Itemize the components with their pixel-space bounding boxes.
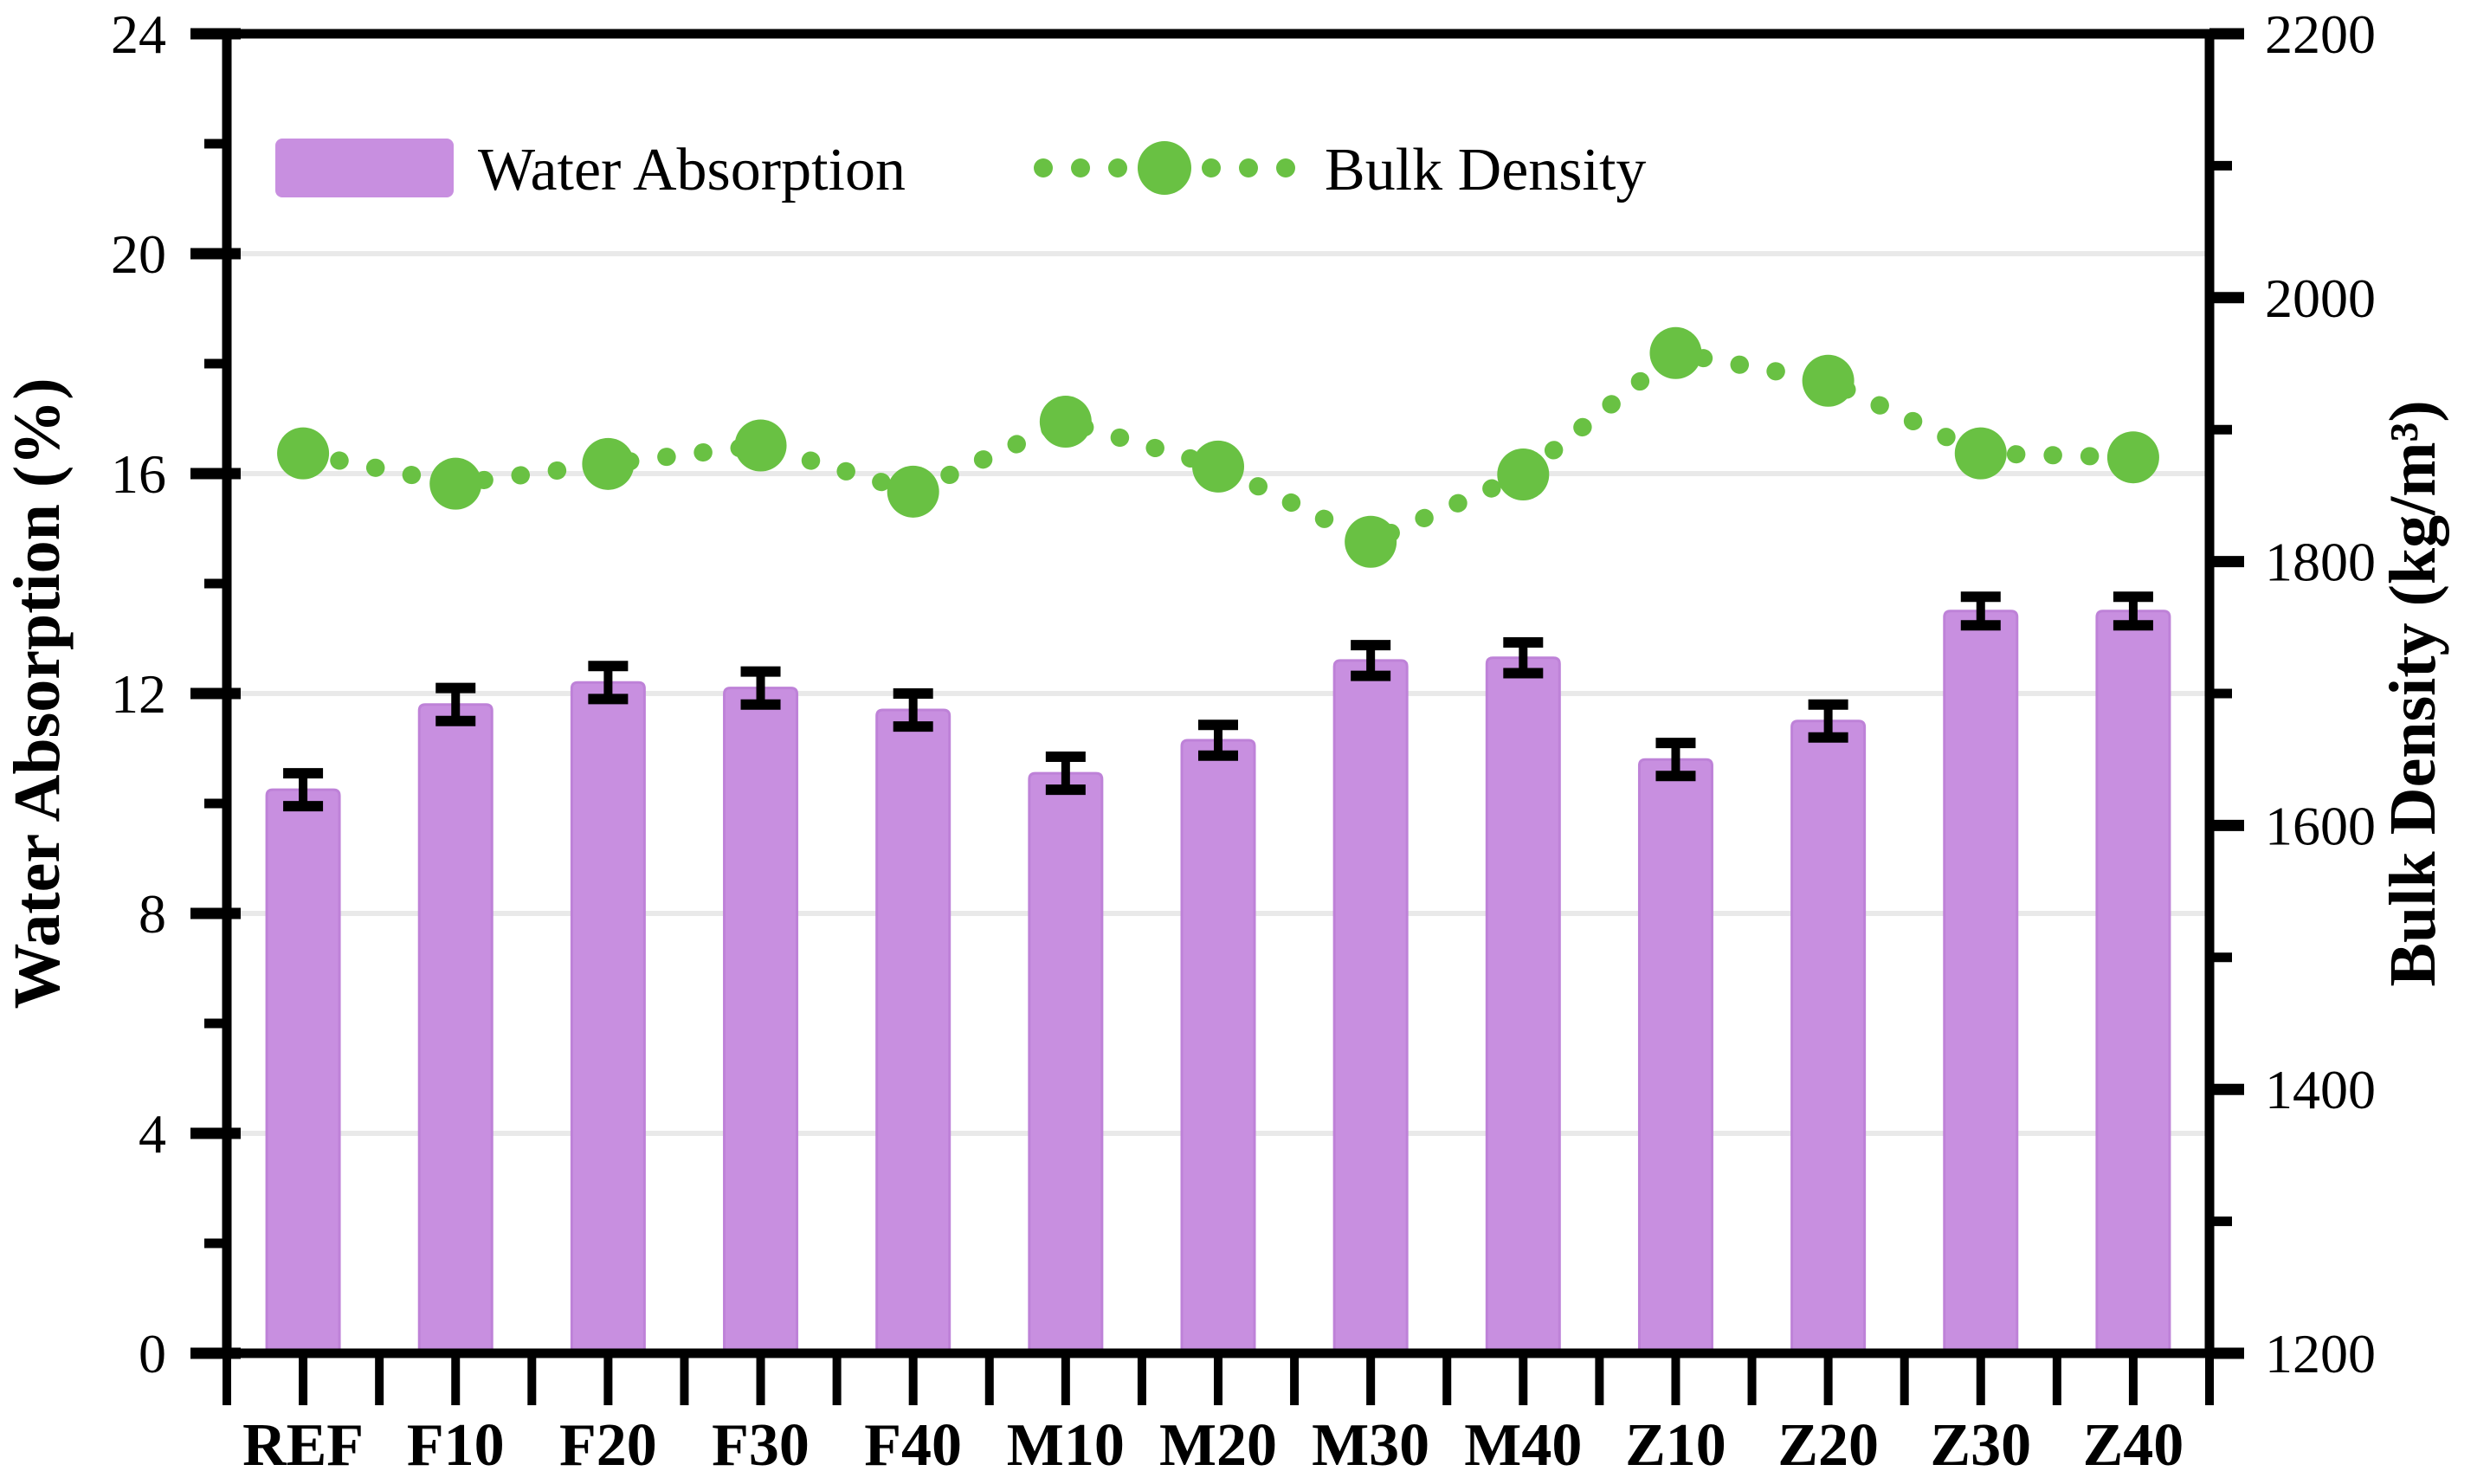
left-axis-tick-label: 0 [139,1323,166,1384]
water-absorption-bar [417,703,493,1355]
bulk-density-marker [1192,440,1244,493]
water-absorption-bar [723,687,799,1355]
right-axis-tick-label: 1800 [2265,532,2376,593]
legend-label-bulk-density: Bulk Density [1325,137,1646,203]
x-category-label: Z40 [2083,1412,2184,1479]
legend-bar-swatch [275,139,454,197]
left-axis-tick-label: 4 [139,1103,166,1165]
x-category-label: M10 [1007,1412,1125,1479]
bulk-density-marker [1649,326,1702,379]
x-category-label: Z30 [1930,1412,2031,1479]
water-absorption-bar [265,788,341,1355]
legend-dot [1034,158,1053,177]
x-category-label: F20 [559,1412,657,1479]
water-absorption-bar [1943,610,2019,1355]
legend-label-water-absorption: Water Absorption [478,137,906,203]
x-category-label: M20 [1159,1412,1277,1479]
legend-dot [1108,158,1127,177]
water-absorption-bar [1485,656,1561,1355]
x-category-label: F30 [712,1412,810,1479]
bulk-density-marker [734,419,787,472]
right-axis-tick-label: 2000 [2265,268,2376,329]
left-axis-title: Water Absorption (%) [1,377,74,1009]
x-category-label: F10 [407,1412,505,1479]
bulk-density-marker [1039,396,1092,448]
x-category-label: Z10 [1625,1412,1726,1479]
left-axis-tick-label: 20 [111,223,166,285]
water-absorption-bar [1028,771,1104,1355]
legend-marker-dot [1138,141,1191,195]
right-axis-tick-label: 1200 [2265,1323,2376,1384]
water-absorption-bar [1332,659,1409,1355]
bulk-density-marker [277,427,330,480]
right-axis-tick-label: 1400 [2265,1059,2376,1120]
water-absorption-bar [1637,758,1713,1355]
water-absorption-bar [1790,719,1867,1355]
x-category-label: M40 [1464,1412,1582,1479]
bulk-density-marker [2106,431,2159,484]
legend-dot [1202,158,1221,177]
right-axis-tick-label: 1600 [2265,795,2376,856]
x-category-label: F40 [864,1412,962,1479]
bulk-density-marker [887,465,939,518]
bulk-density-marker [582,437,635,490]
legend-dot [1239,158,1258,177]
left-axis-tick-label: 8 [139,883,166,945]
bulk-density-marker [1345,515,1397,568]
x-category-label: REF [242,1412,364,1479]
left-axis-tick-label: 16 [111,443,166,505]
right-axis-tick-label: 2200 [2265,3,2376,65]
x-category-label: M30 [1312,1412,1429,1479]
legend-dot [1071,158,1090,177]
bulk-density-marker [429,457,482,510]
right-axis-title: Bulk Density (kg/m³) [2377,400,2449,986]
water-absorption-bar [570,681,646,1355]
water-absorption-bar [875,708,951,1355]
water-absorption-bar [1180,739,1256,1355]
left-axis-tick-label: 12 [111,663,166,725]
water-absorption-bar [2095,610,2171,1355]
bulk-density-marker [1954,427,2007,480]
left-axis-tick-label: 24 [111,3,166,65]
bulk-density-marker [1497,448,1550,501]
legend-dot [1276,158,1295,177]
bulk-density-marker [1802,354,1855,407]
x-category-label: Z20 [1777,1412,1879,1479]
